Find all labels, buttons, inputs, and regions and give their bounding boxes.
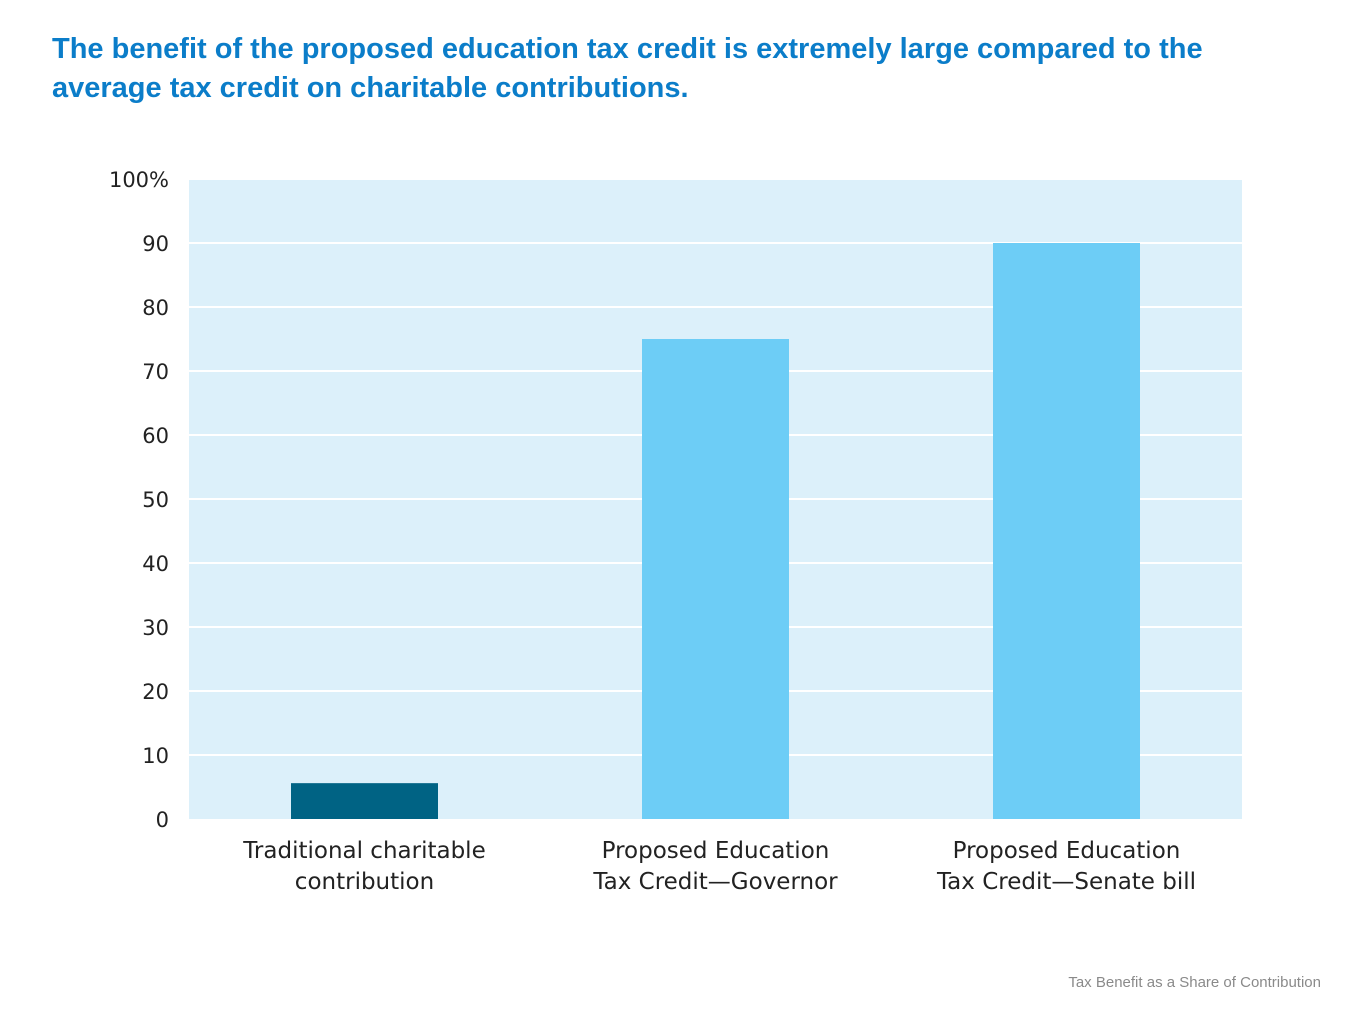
category-label-3-line-2: Tax Credit—Senate bill xyxy=(936,869,1196,895)
y-tick-label-80: 80 xyxy=(142,296,169,320)
bar-3 xyxy=(993,243,1140,819)
category-label-2-line-2: Tax Credit—Governor xyxy=(592,869,838,895)
bars xyxy=(291,243,1140,819)
category-label-3-line-1: Proposed Education xyxy=(953,838,1181,864)
bar-2 xyxy=(642,339,789,819)
category-label-1: Traditional charitable contribution xyxy=(242,838,485,895)
category-label-2: Proposed Education Tax Credit—Governor xyxy=(592,838,838,895)
category-label-3: Proposed Education Tax Credit—Senate bill xyxy=(936,838,1196,895)
y-tick-label-40: 40 xyxy=(142,552,169,576)
y-tick-label-10: 10 xyxy=(142,744,169,768)
y-tick-label-70: 70 xyxy=(142,360,169,384)
category-label-1-line-1: Traditional charitable xyxy=(242,838,485,864)
y-tick-label-100: 100% xyxy=(109,168,169,192)
y-tick-label-0: 0 xyxy=(156,808,169,832)
y-tick-label-50: 50 xyxy=(142,488,169,512)
y-tick-label-20: 20 xyxy=(142,680,169,704)
category-label-1-line-2: contribution xyxy=(295,869,434,895)
y-axis-ticks: 0 10 20 30 40 50 60 70 80 90 100% xyxy=(109,168,169,832)
chart-title: The benefit of the proposed education ta… xyxy=(52,33,1203,104)
bar-1 xyxy=(291,783,438,819)
y-tick-label-90: 90 xyxy=(142,232,169,256)
category-label-2-line-1: Proposed Education xyxy=(602,838,830,864)
y-tick-label-30: 30 xyxy=(142,616,169,640)
y-tick-label-60: 60 xyxy=(142,424,169,448)
x-axis-labels: Traditional charitable contribution Propos… xyxy=(242,838,1196,895)
footnote: Tax Benefit as a Share of Contribution xyxy=(1068,974,1321,991)
